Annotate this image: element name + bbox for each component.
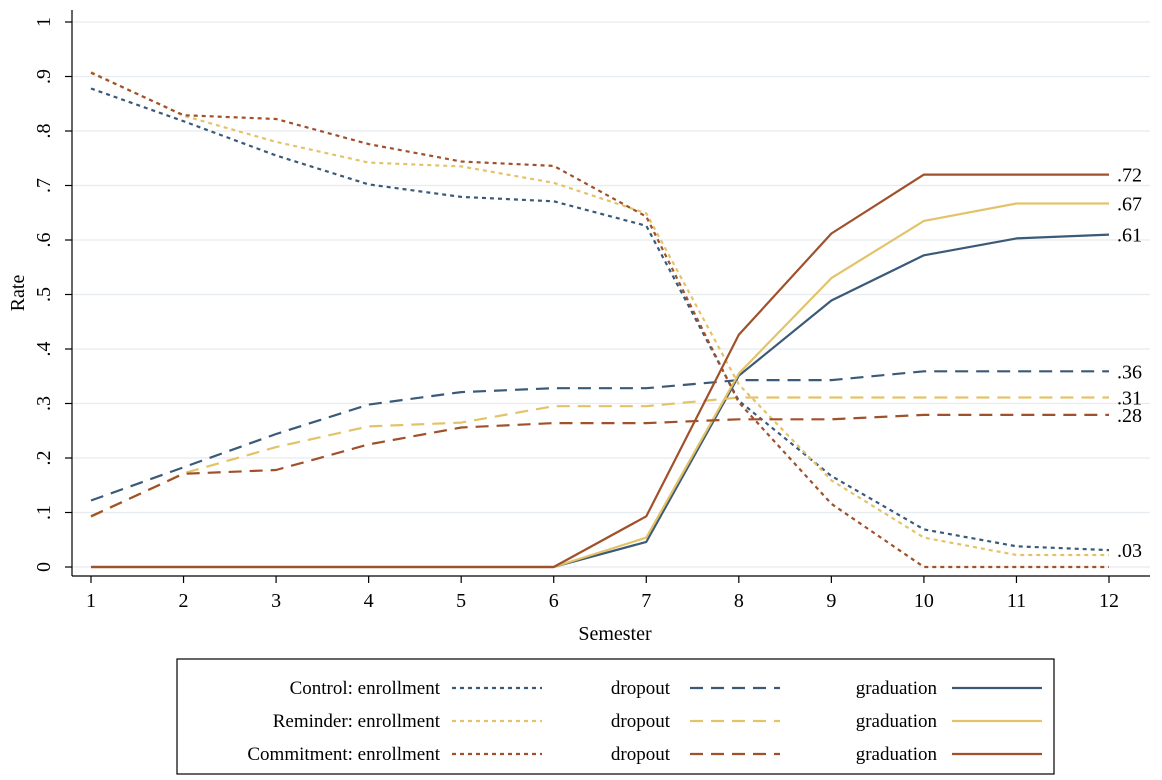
x-tick-label: 2	[179, 590, 189, 612]
legend-label-graduation: graduation	[856, 744, 938, 765]
x-axis-title: Semester	[578, 623, 652, 645]
legend-label-graduation: graduation	[856, 678, 938, 699]
end-value-label: .67	[1117, 193, 1142, 215]
y-tick-label: .1	[33, 505, 55, 520]
x-ticks: 1 2 3 4 5 6 7 8 9 10 11 12	[86, 576, 1119, 612]
x-tick-label: 12	[1099, 590, 1119, 612]
y-ticks: 0 .1 .2 .3 .4 .5 .6 .7 .8 .9 1	[33, 17, 72, 572]
legend-label-dropout: dropout	[611, 744, 671, 765]
legend-label-enrollment: Reminder: enrollment	[273, 711, 441, 732]
y-tick-label: .4	[33, 342, 55, 357]
end-value-label: .31	[1117, 388, 1142, 410]
legend-label-dropout: dropout	[611, 711, 671, 732]
x-tick-label: 9	[826, 590, 836, 612]
y-tick-label: .8	[33, 124, 55, 139]
legend: Control: enrollment dropout graduation Remi…	[176, 658, 1055, 775]
end-value-label: .28	[1117, 405, 1142, 427]
y-tick-label: .3	[33, 396, 55, 411]
x-tick-label: 5	[456, 590, 466, 612]
legend-label-dropout: dropout	[611, 678, 671, 699]
series-commitment-graduation	[91, 173, 1109, 569]
end-value-label: .36	[1117, 361, 1142, 383]
x-tick-label: 6	[549, 590, 559, 612]
end-value-label: .72	[1117, 165, 1142, 187]
end-labels: .72 .67 .61 .36 .31.28 .03	[1117, 165, 1142, 563]
y-tick-label: .6	[33, 233, 55, 248]
x-tick-label: 11	[1007, 590, 1026, 612]
x-tick-label: 1	[86, 590, 96, 612]
series-reminder-enrollment	[90, 71, 1109, 557]
end-value-label: .61	[1117, 225, 1142, 247]
series-reminder-dropout	[90, 396, 1109, 518]
series-lines	[90, 71, 1110, 569]
y-tick-label: 0	[33, 562, 55, 572]
series-control-dropout	[90, 370, 1109, 502]
x-tick-label: 4	[364, 590, 374, 612]
y-axis-title: Rate	[7, 275, 29, 312]
y-tick-label: .7	[33, 178, 55, 193]
y-tick-label: .9	[33, 69, 55, 84]
series-commitment-dropout	[90, 413, 1109, 518]
series-control-graduation	[91, 233, 1110, 569]
y-tick-label: .5	[33, 287, 55, 302]
series-control-enrollment	[90, 87, 1110, 552]
y-tick-label: 1	[33, 17, 55, 27]
x-tick-label: 10	[914, 590, 934, 612]
series-commitment-enrollment	[90, 71, 1109, 569]
legend-label-graduation: graduation	[856, 711, 938, 732]
y-tick-label: .2	[33, 451, 55, 466]
legend-label-enrollment: Commitment: enrollment	[247, 744, 440, 765]
legend-label-enrollment: Control: enrollment	[290, 678, 441, 699]
axes	[71, 10, 1150, 577]
legend-box	[176, 658, 1055, 775]
x-tick-label: 3	[271, 590, 281, 612]
end-value-label: .03	[1117, 540, 1142, 562]
x-tick-label: 8	[734, 590, 744, 612]
gridlines	[72, 21, 1150, 568]
x-tick-label: 7	[641, 590, 651, 612]
